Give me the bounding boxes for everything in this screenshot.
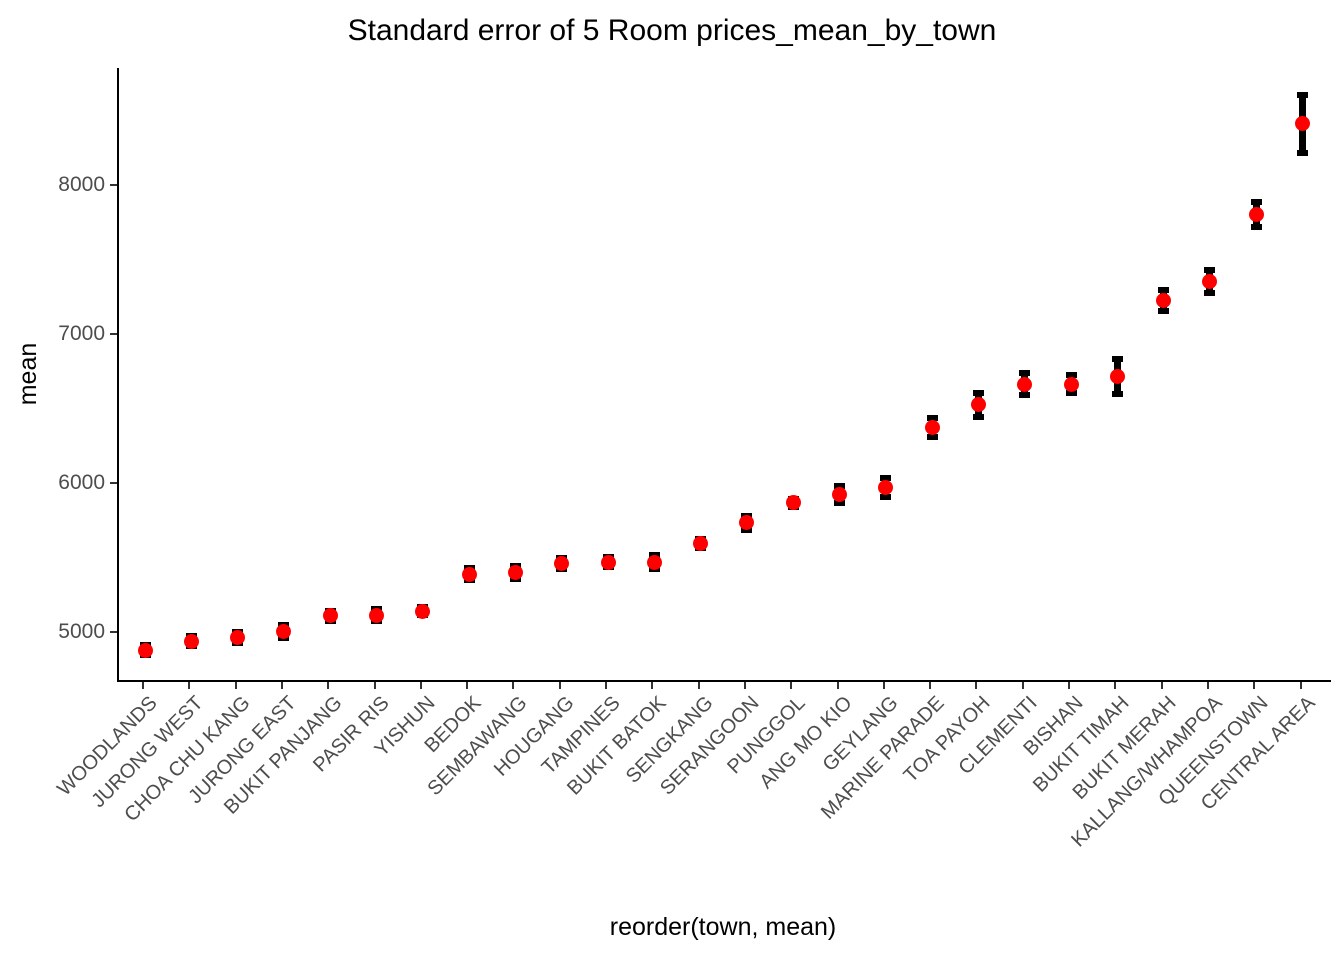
x-axis-title: reorder(town, mean) [609,913,837,941]
x-tick-mark [743,682,746,689]
x-tick-mark [373,682,376,689]
x-tick-mark [836,682,839,689]
y-tick-label: 6000 [58,471,105,495]
errorbar-cap-top [1297,92,1308,99]
mean-point-dot [415,603,431,619]
mean-point-dot [461,566,477,582]
mean-point-dot [1202,273,1218,289]
x-tick-mark [790,682,793,689]
mean-point-dot [1017,376,1033,392]
mean-point-dot [970,397,986,413]
errorbar-cap-top [1250,199,1262,206]
y-tick-label: 5000 [58,620,105,644]
mean-point-dot [276,624,292,640]
mean-point-dot [507,565,523,581]
errorbar-cap-top [880,475,892,482]
mean-point-dot [554,556,570,572]
errorbar-cap-bottom [834,499,845,506]
chart-title: Standard error of 5 Room prices_mean_by_… [347,14,997,47]
mean-point-dot [646,554,662,570]
errorbar-cap-bottom [1065,390,1077,397]
mean-point-dot [137,642,153,658]
x-tick-mark [280,682,283,689]
x-tick-mark [929,682,932,689]
errorbar-cap-bottom [1204,289,1216,296]
x-tick-mark [1299,682,1302,689]
mean-point-dot [600,554,616,570]
errorbar-cap-top [1158,287,1170,294]
x-tick-mark [1068,682,1070,689]
x-tick-mark [327,682,330,689]
mean-point-dot [1295,116,1310,132]
x-tick-mark [1021,682,1024,689]
x-tick-mark [466,682,469,689]
errorbar-cap-bottom [972,413,984,420]
errorbar-cap-bottom [1111,390,1123,397]
x-tick-mark [1114,682,1117,689]
mean-point-dot [1248,207,1264,223]
x-tick-mark [1206,682,1209,689]
x-tick-mark [697,682,700,689]
x-tick-mark [419,682,422,689]
errorbar-cap-top [972,390,984,397]
x-tick-mark [234,682,237,689]
errorbar-cap-bottom [1297,149,1308,156]
mean-point-dot [369,607,384,623]
errorbar-cap-top [834,483,845,490]
mean-point-dot [785,495,801,511]
y-tick-mark [110,333,117,336]
errorbar-cap-bottom [880,494,892,501]
errorbar-cap-top [1111,356,1123,363]
mean-point-dot [1063,376,1079,392]
x-tick-mark [975,682,978,689]
errorbar-cap-top [1019,369,1031,376]
y-tick-label: 7000 [58,322,105,346]
x-tick-mark [651,682,654,689]
errorbar-cap-bottom [1250,224,1262,231]
x-tick-mark [605,682,607,689]
x-tick-mark [512,682,515,689]
x-tick-mark [882,682,885,689]
mean-point-dot [693,536,709,552]
errorbar-cap-top [1065,371,1077,378]
x-tick-mark [1253,682,1256,689]
x-tick-mark [1160,682,1163,689]
plot-panel [117,68,1331,682]
y-tick-mark [110,482,117,485]
errorbar-cap-bottom [1158,307,1170,314]
errorbar-cap-top [1204,266,1216,273]
y-tick-mark [110,184,117,187]
errorbar-cap-bottom [1019,392,1031,399]
mean-point-dot [230,630,246,645]
mean-point-dot [322,608,338,624]
mean-point-dot [1109,369,1125,385]
x-tick-mark [142,682,144,689]
mean-point-dot [924,419,940,435]
x-tick-mark [188,682,191,689]
mean-point-dot [183,633,199,649]
y-tick-label: 8000 [58,173,105,197]
mean-point-dot [739,515,755,531]
mean-point-dot [1156,293,1172,309]
errorbar-cap-top [926,414,938,421]
y-tick-mark [110,631,117,634]
mean-point-dot [878,480,894,496]
errorbar-cap-bottom [926,433,938,440]
mean-point-dot [832,486,847,502]
x-tick-mark [558,682,561,689]
